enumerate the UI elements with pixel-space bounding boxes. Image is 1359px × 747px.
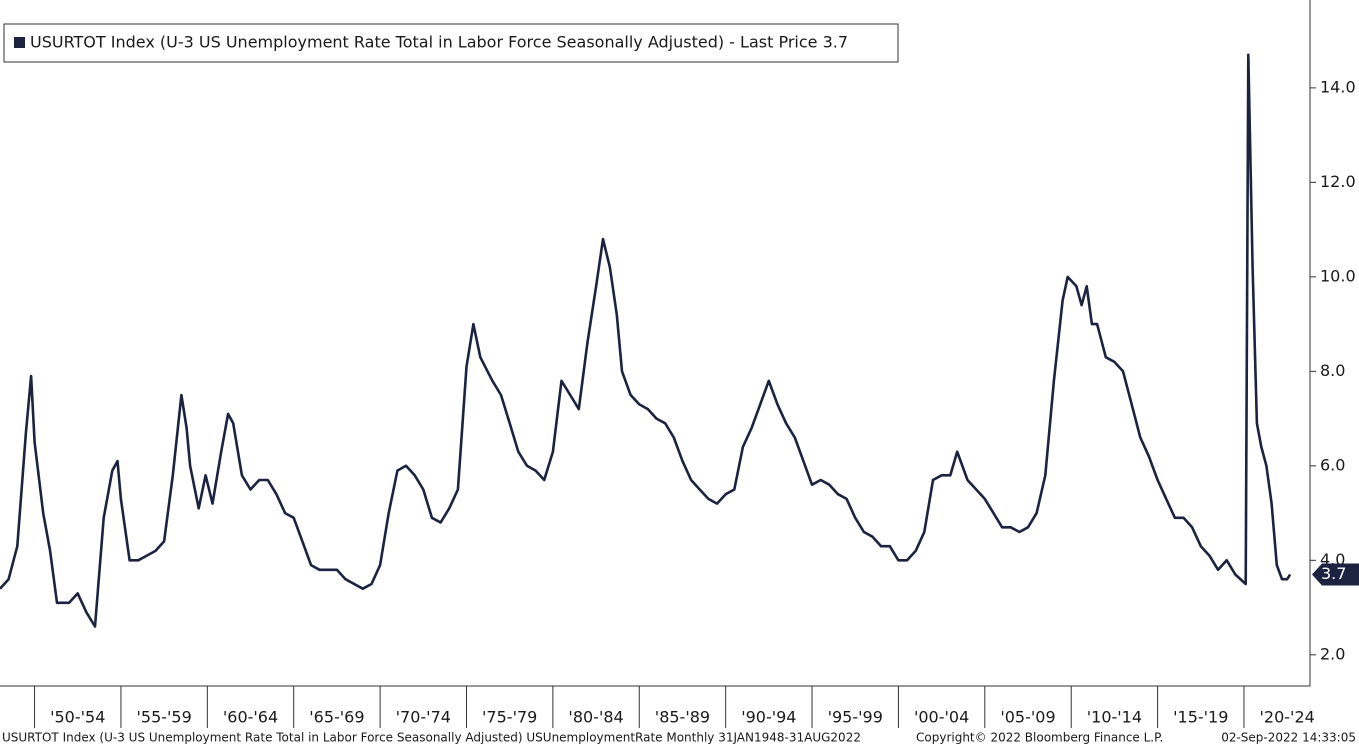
- x-tick-label: '85-'89: [655, 708, 710, 727]
- legend-text: USURTOT Index (U-3 US Unemployment Rate …: [30, 33, 848, 52]
- y-tick-label: 8.0: [1320, 361, 1345, 380]
- footer-copyright: Copyright© 2022 Bloomberg Finance L.P.: [916, 731, 1163, 745]
- x-tick-label: '55-'59: [136, 708, 191, 727]
- x-tick-label: '20-'24: [1260, 708, 1315, 727]
- y-tick-label: 12.0: [1320, 172, 1356, 191]
- x-tick-label: '50-'54: [50, 708, 105, 727]
- y-tick-label: 14.0: [1320, 77, 1356, 96]
- y-tick-label: 2.0: [1320, 644, 1345, 663]
- x-tick-label: '15-'19: [1173, 708, 1228, 727]
- footer-date: 02-Sep-2022 14:33:05: [1221, 731, 1356, 745]
- x-tick-label: '80-'84: [568, 708, 623, 727]
- footer-left: USURTOT Index (U-3 US Unemployment Rate …: [2, 731, 861, 745]
- y-tick-label: 6.0: [1320, 455, 1345, 474]
- x-tick-label: '10-'14: [1087, 708, 1142, 727]
- last-price-marker: [1312, 563, 1359, 586]
- x-tick-label: '75-'79: [482, 708, 537, 727]
- x-tick-label: '65-'69: [309, 708, 364, 727]
- x-tick-label: '95-'99: [828, 708, 883, 727]
- legend-swatch: [14, 37, 25, 48]
- x-tick-label: '90-'94: [741, 708, 796, 727]
- legend-box: [3, 23, 899, 63]
- y-tick-label: 10.0: [1320, 266, 1356, 285]
- x-tick-label: '70-'74: [396, 708, 451, 727]
- x-tick-label: '05-'09: [1000, 708, 1055, 727]
- x-tick-label: '00-'04: [914, 708, 969, 727]
- last-price-label: 3.7: [1321, 564, 1346, 583]
- line: [0, 53, 1292, 628]
- x-tick-label: '60-'64: [223, 708, 278, 727]
